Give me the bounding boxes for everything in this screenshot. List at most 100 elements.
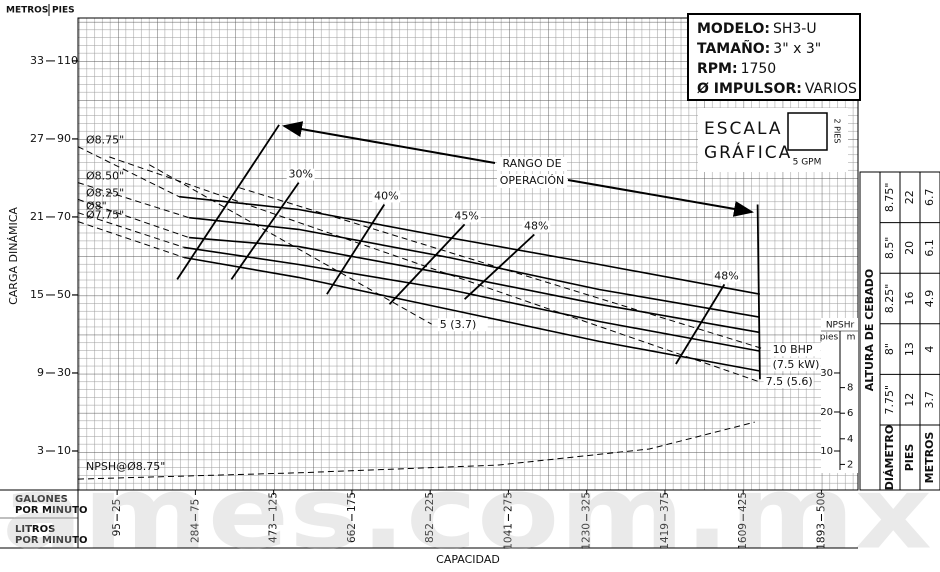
x-tick-label: 75: [189, 499, 201, 512]
y-tick-label: 10: [57, 444, 71, 457]
label-bg: [770, 343, 821, 357]
table-cell: 20: [903, 241, 916, 255]
table-cell: 6.1: [923, 239, 936, 257]
impeller-curve: [183, 246, 761, 352]
legend-label: Ø8.25": [86, 186, 124, 199]
range-line: [176, 124, 280, 280]
x-tick-label-lpm: 1893: [815, 523, 827, 550]
text-part: RPM:: [697, 61, 738, 77]
efficiency-label: 48%: [524, 219, 548, 232]
range-arrow: [567, 179, 754, 217]
x-tick-label-lpm: 473: [268, 523, 280, 543]
bhp-line: [109, 156, 758, 382]
text-part: MODELO:: [697, 21, 770, 37]
npsh-unit: pies: [820, 333, 839, 343]
impeller-ext: [77, 221, 185, 258]
npsh-tick-label: 6: [847, 408, 853, 419]
label-bg: [452, 210, 481, 223]
model-box: [687, 13, 861, 101]
range-label: OPERACIÓN: [500, 174, 565, 187]
table-cell: 16: [903, 292, 916, 306]
y-tick-label: 70: [57, 210, 71, 223]
x-tick-label: 500: [815, 492, 827, 512]
impeller-curve: [179, 195, 761, 295]
x-tick-label-lpm: 662: [346, 523, 358, 543]
x-row-label: POR MINUTO: [15, 505, 88, 516]
table-cell: 8": [883, 343, 896, 355]
impeller-curve: [183, 256, 761, 372]
y-tick-label-m: 9: [37, 366, 44, 379]
scale-height: 2 PIES: [833, 119, 842, 144]
npsh-tick-label: 4: [847, 434, 853, 445]
table-header: DIÁMETRO: [883, 425, 896, 491]
efficiency-curve: [230, 182, 300, 280]
x-row-label: GALONES: [15, 494, 68, 505]
bhp-label: 7.5 (5.6): [766, 375, 813, 388]
table-cell: 8.75": [883, 183, 896, 213]
table-cell: 4: [923, 346, 936, 353]
table-cell: 8.25": [883, 284, 896, 314]
table-cell: 6.7: [923, 189, 936, 207]
x-axis-title: CAPACIDAD: [436, 553, 500, 566]
efficiency-curve: [326, 204, 386, 295]
model-line: MODELO: SH3-U: [697, 21, 817, 37]
y-tick-label: 30: [57, 366, 71, 379]
bhp-label: (7.5 kW): [773, 358, 820, 371]
label-bg: [286, 168, 315, 181]
scale-square: [787, 112, 828, 151]
table-cell: 8.5": [883, 237, 896, 260]
impeller-curve: [189, 236, 761, 334]
text-part: 3" x 3": [773, 41, 821, 57]
range-arrow: [282, 121, 496, 164]
table-header: PIES: [903, 444, 916, 472]
x-tick-label-lpm: 1419: [659, 523, 671, 550]
label-bg: [712, 270, 741, 283]
impeller-ext: [77, 212, 185, 248]
label-bg: [522, 220, 551, 233]
legend-label: Ø8": [86, 200, 107, 213]
text-part: Ø IMPULSOR:: [697, 81, 802, 97]
x-tick-label-lpm: 284: [189, 523, 201, 543]
npsh-tick-label: 20: [820, 407, 833, 418]
legend-label: Ø7.75": [86, 209, 124, 222]
npsh-unit: m: [847, 333, 856, 343]
label-bg: [763, 375, 814, 389]
npsh-tick-label: 10: [820, 446, 833, 457]
npsh-title: NPSHr: [826, 321, 855, 331]
legend-label: Ø8.75": [86, 134, 124, 147]
model-line: TAMAÑO: 3" x 3": [697, 40, 821, 57]
table-cell: 7.75": [883, 385, 896, 415]
efficiency-label: 48%: [714, 269, 738, 282]
x-row-label: LITROS: [15, 524, 55, 535]
table-title: ALTURA DE CEBADO: [863, 269, 876, 391]
text-part: TAMAÑO:: [697, 40, 770, 57]
x-tick-label-lpm: 1041: [502, 523, 514, 550]
npsh-curve: [77, 421, 755, 480]
text-part: 1750: [741, 61, 777, 77]
efficiency-label: 30%: [288, 168, 312, 181]
text-part: VARIOS: [805, 81, 857, 97]
y-unit: METROS: [6, 6, 48, 16]
watermark: ames.com.mx: [2, 454, 932, 571]
legend-label: Ø8.50": [86, 170, 124, 183]
x-tick-label: 425: [737, 492, 749, 512]
efficiency-label: 40%: [374, 189, 398, 202]
label-bg: [372, 190, 401, 203]
x-tick-label-lpm: 852: [424, 523, 436, 543]
model-line: Ø IMPULSOR: VARIOS: [697, 81, 857, 97]
x-tick-label: 175: [346, 492, 358, 512]
table-header: METROS: [923, 432, 936, 484]
y-tick-label: 50: [57, 288, 71, 301]
y-axis-title: CARGA DINÁMICA: [7, 207, 20, 305]
range-label: RANGO DE: [502, 157, 561, 170]
efficiency-curve: [675, 283, 726, 365]
npsh-tick-label: 8: [847, 383, 853, 394]
x-tick-label: 375: [659, 492, 671, 512]
text-part: SH3-U: [773, 21, 817, 37]
impeller-ext: [77, 146, 180, 198]
x-tick-label: 225: [424, 492, 436, 512]
y-tick-label-m: 15: [30, 288, 44, 301]
y-tick-label-m: 33: [30, 54, 44, 67]
y-tick-label: 110: [57, 54, 78, 67]
